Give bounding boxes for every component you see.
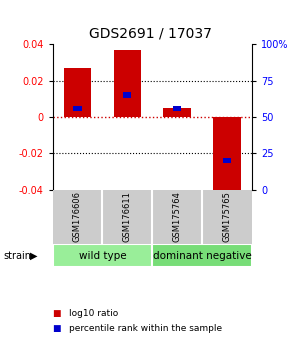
Bar [213, 117, 241, 195]
Bar [64, 68, 91, 117]
Bar [73, 105, 82, 111]
Bar [123, 92, 131, 98]
Text: percentile rank within the sample: percentile rank within the sample [69, 324, 222, 333]
Text: ■: ■ [52, 309, 61, 318]
Text: GSM176611: GSM176611 [123, 192, 132, 242]
Text: GSM175765: GSM175765 [223, 192, 232, 242]
Bar [173, 105, 181, 111]
Text: ▶: ▶ [30, 251, 38, 261]
Text: log10 ratio: log10 ratio [69, 309, 118, 318]
Text: ■: ■ [52, 324, 61, 333]
Bar [223, 158, 231, 163]
Text: strain: strain [3, 251, 31, 261]
Bar [114, 50, 141, 117]
Text: GSM175764: GSM175764 [173, 192, 182, 242]
Text: GDS2691 / 17037: GDS2691 / 17037 [88, 27, 212, 41]
Text: wild type: wild type [79, 251, 126, 261]
Bar [52, 244, 152, 267]
Bar [152, 244, 252, 267]
Text: GSM176606: GSM176606 [73, 192, 82, 242]
Bar [164, 108, 191, 117]
Text: dominant negative: dominant negative [153, 251, 251, 261]
